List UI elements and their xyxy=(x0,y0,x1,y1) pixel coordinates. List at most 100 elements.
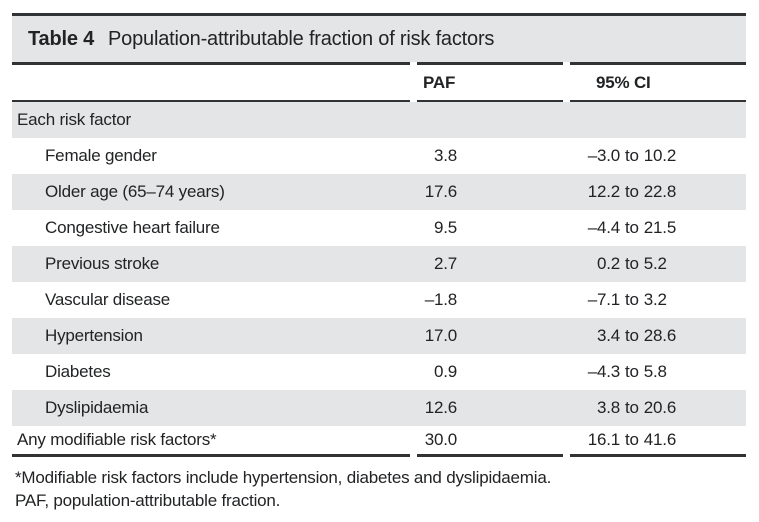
ci-separator: to xyxy=(625,218,639,237)
ci-lower-value: 16.1 xyxy=(587,430,620,449)
ci-separator: to xyxy=(625,362,639,381)
paf-value-cell: 17.6 xyxy=(417,182,563,202)
ci-value-cell: 3.4 to 28.6 xyxy=(570,326,746,346)
divider-segment xyxy=(417,100,563,102)
ci-value-cell xyxy=(570,110,746,130)
ci-upper-value: 41.6 xyxy=(643,430,677,449)
ci-lower-value: –7.1 xyxy=(587,290,620,309)
ci-separator: to xyxy=(625,290,639,309)
paf-value-cell xyxy=(417,110,563,130)
footnote-paf-abbreviation: PAF, population-attributable fraction. xyxy=(15,491,281,510)
table-row: Vascular disease –1.8 –7.1 to 3.2 xyxy=(12,282,746,318)
ci-lower-value: 3.8 xyxy=(596,398,620,417)
table-row: Older age (65–74 years) 17.6 12.2 to 22.8 xyxy=(12,174,746,210)
ci-value-cell: 12.2 to 22.8 xyxy=(570,182,746,202)
paf-value: 17.0 xyxy=(424,326,457,345)
divider-segment xyxy=(12,62,410,65)
ci-separator: to xyxy=(625,398,639,417)
ci-separator: to xyxy=(625,182,639,201)
divider-segment xyxy=(12,454,410,457)
risk-factor-label: Vascular disease xyxy=(45,290,170,309)
ci-column-header: 95% CI xyxy=(596,72,651,92)
ci-value-cell: –4.4 to 21.5 xyxy=(570,218,746,238)
top-rule-divider xyxy=(12,13,746,16)
ci-upper-value: 22.8 xyxy=(643,182,677,201)
ci-value-cell: 3.8 to 20.6 xyxy=(570,398,746,418)
paf-value-cell: 3.8 xyxy=(417,146,563,166)
divider-segment xyxy=(570,62,746,65)
ci-upper-value: 21.5 xyxy=(643,218,677,237)
risk-factor-label: Female gender xyxy=(45,146,157,165)
paf-value: 9.5 xyxy=(433,218,457,237)
ci-value-cell: –7.1 to 3.2 xyxy=(570,290,746,310)
paf-column-header: PAF xyxy=(423,72,456,92)
risk-factor-label: Older age (65–74 years) xyxy=(45,182,225,201)
table-row: Each risk factor xyxy=(12,102,746,138)
paf-value-cell: –1.8 xyxy=(417,290,563,310)
ci-upper-value: 5.2 xyxy=(643,254,667,273)
ci-lower-value: –4.3 xyxy=(587,362,620,381)
ci-upper-value: 5.8 xyxy=(643,362,667,381)
ci-separator: to xyxy=(625,430,639,449)
risk-factor-label: Previous stroke xyxy=(45,254,160,273)
table-footnotes: *Modifiable risk factors include hyperte… xyxy=(12,466,746,512)
table-number: Table 4 xyxy=(28,27,95,50)
ci-value-cell: 0.2 to 5.2 xyxy=(570,254,746,274)
ci-upper-value: 3.2 xyxy=(643,290,667,309)
paf-value-cell: 9.5 xyxy=(417,218,563,238)
header-bottom-divider xyxy=(12,100,746,102)
ci-lower-value: 0.2 xyxy=(596,254,620,273)
risk-factor-label: Dyslipidaemia xyxy=(45,398,149,417)
ci-value-cell: –3.0 to 10.2 xyxy=(570,146,746,166)
ci-separator: to xyxy=(625,146,639,165)
table-title-band: Table 4 Population-attributable fraction… xyxy=(12,16,746,62)
ci-value-cell: –4.3 to 5.8 xyxy=(570,362,746,382)
ci-lower-value: –4.4 xyxy=(587,218,620,237)
footnote-modifiable: *Modifiable risk factors include hyperte… xyxy=(15,468,552,487)
paf-value: 2.7 xyxy=(433,254,457,273)
risk-factor-label: Hypertension xyxy=(45,326,143,345)
ci-lower-value: 3.4 xyxy=(596,326,620,345)
paf-value-cell: 0.9 xyxy=(417,362,563,382)
paf-value: –1.8 xyxy=(424,290,457,309)
paf-value: 17.6 xyxy=(424,182,457,201)
table-row: Previous stroke 2.7 0.2 to 5.2 xyxy=(12,246,746,282)
table-row: Any modifiable risk factors* 30.0 16.1 to… xyxy=(12,426,746,454)
ci-upper-value: 10.2 xyxy=(643,146,677,165)
paf-value-cell: 2.7 xyxy=(417,254,563,274)
paf-value: 3.8 xyxy=(433,146,457,165)
table-body: Each risk factor Female gender 3.8 –3.0 t… xyxy=(12,102,746,454)
ci-upper-value: 28.6 xyxy=(643,326,677,345)
ci-lower-value: 12.2 xyxy=(587,182,620,201)
table-row: Congestive heart failure 9.5 –4.4 to 21.5 xyxy=(12,210,746,246)
column-header-row: PAF 95% CI xyxy=(12,65,746,100)
paf-value: 0.9 xyxy=(433,362,457,381)
paf-value: 12.6 xyxy=(424,398,457,417)
risk-factor-label: Each risk factor xyxy=(17,110,131,129)
ci-separator: to xyxy=(625,254,639,273)
paf-value: 30.0 xyxy=(424,430,457,449)
table-row: Female gender 3.8 –3.0 to 10.2 xyxy=(12,138,746,174)
paf-value-cell: 30.0 xyxy=(417,430,563,450)
ci-upper-value: 20.6 xyxy=(643,398,677,417)
table-bottom-divider xyxy=(12,454,746,457)
divider-segment xyxy=(12,100,410,102)
paf-table: Table 4 Population-attributable fraction… xyxy=(12,13,746,512)
risk-factor-label: Diabetes xyxy=(45,362,111,381)
divider-segment xyxy=(417,62,563,65)
ci-value-cell: 16.1 to 41.6 xyxy=(570,430,746,450)
title-bottom-divider xyxy=(12,62,746,65)
paf-value-cell: 17.0 xyxy=(417,326,563,346)
divider-segment xyxy=(417,454,563,457)
risk-factor-label: Congestive heart failure xyxy=(45,218,220,237)
ci-separator: to xyxy=(625,326,639,345)
divider-segment xyxy=(570,100,746,102)
ci-lower-value: –3.0 xyxy=(587,146,620,165)
divider-segment xyxy=(570,454,746,457)
table-caption: Population-attributable fraction of risk… xyxy=(108,27,495,50)
paf-value-cell: 12.6 xyxy=(417,398,563,418)
risk-factor-label: Any modifiable risk factors* xyxy=(17,430,217,449)
table-row: Dyslipidaemia 12.6 3.8 to 20.6 xyxy=(12,390,746,426)
table-row: Diabetes 0.9 –4.3 to 5.8 xyxy=(12,354,746,390)
table-row: Hypertension 17.0 3.4 to 28.6 xyxy=(12,318,746,354)
